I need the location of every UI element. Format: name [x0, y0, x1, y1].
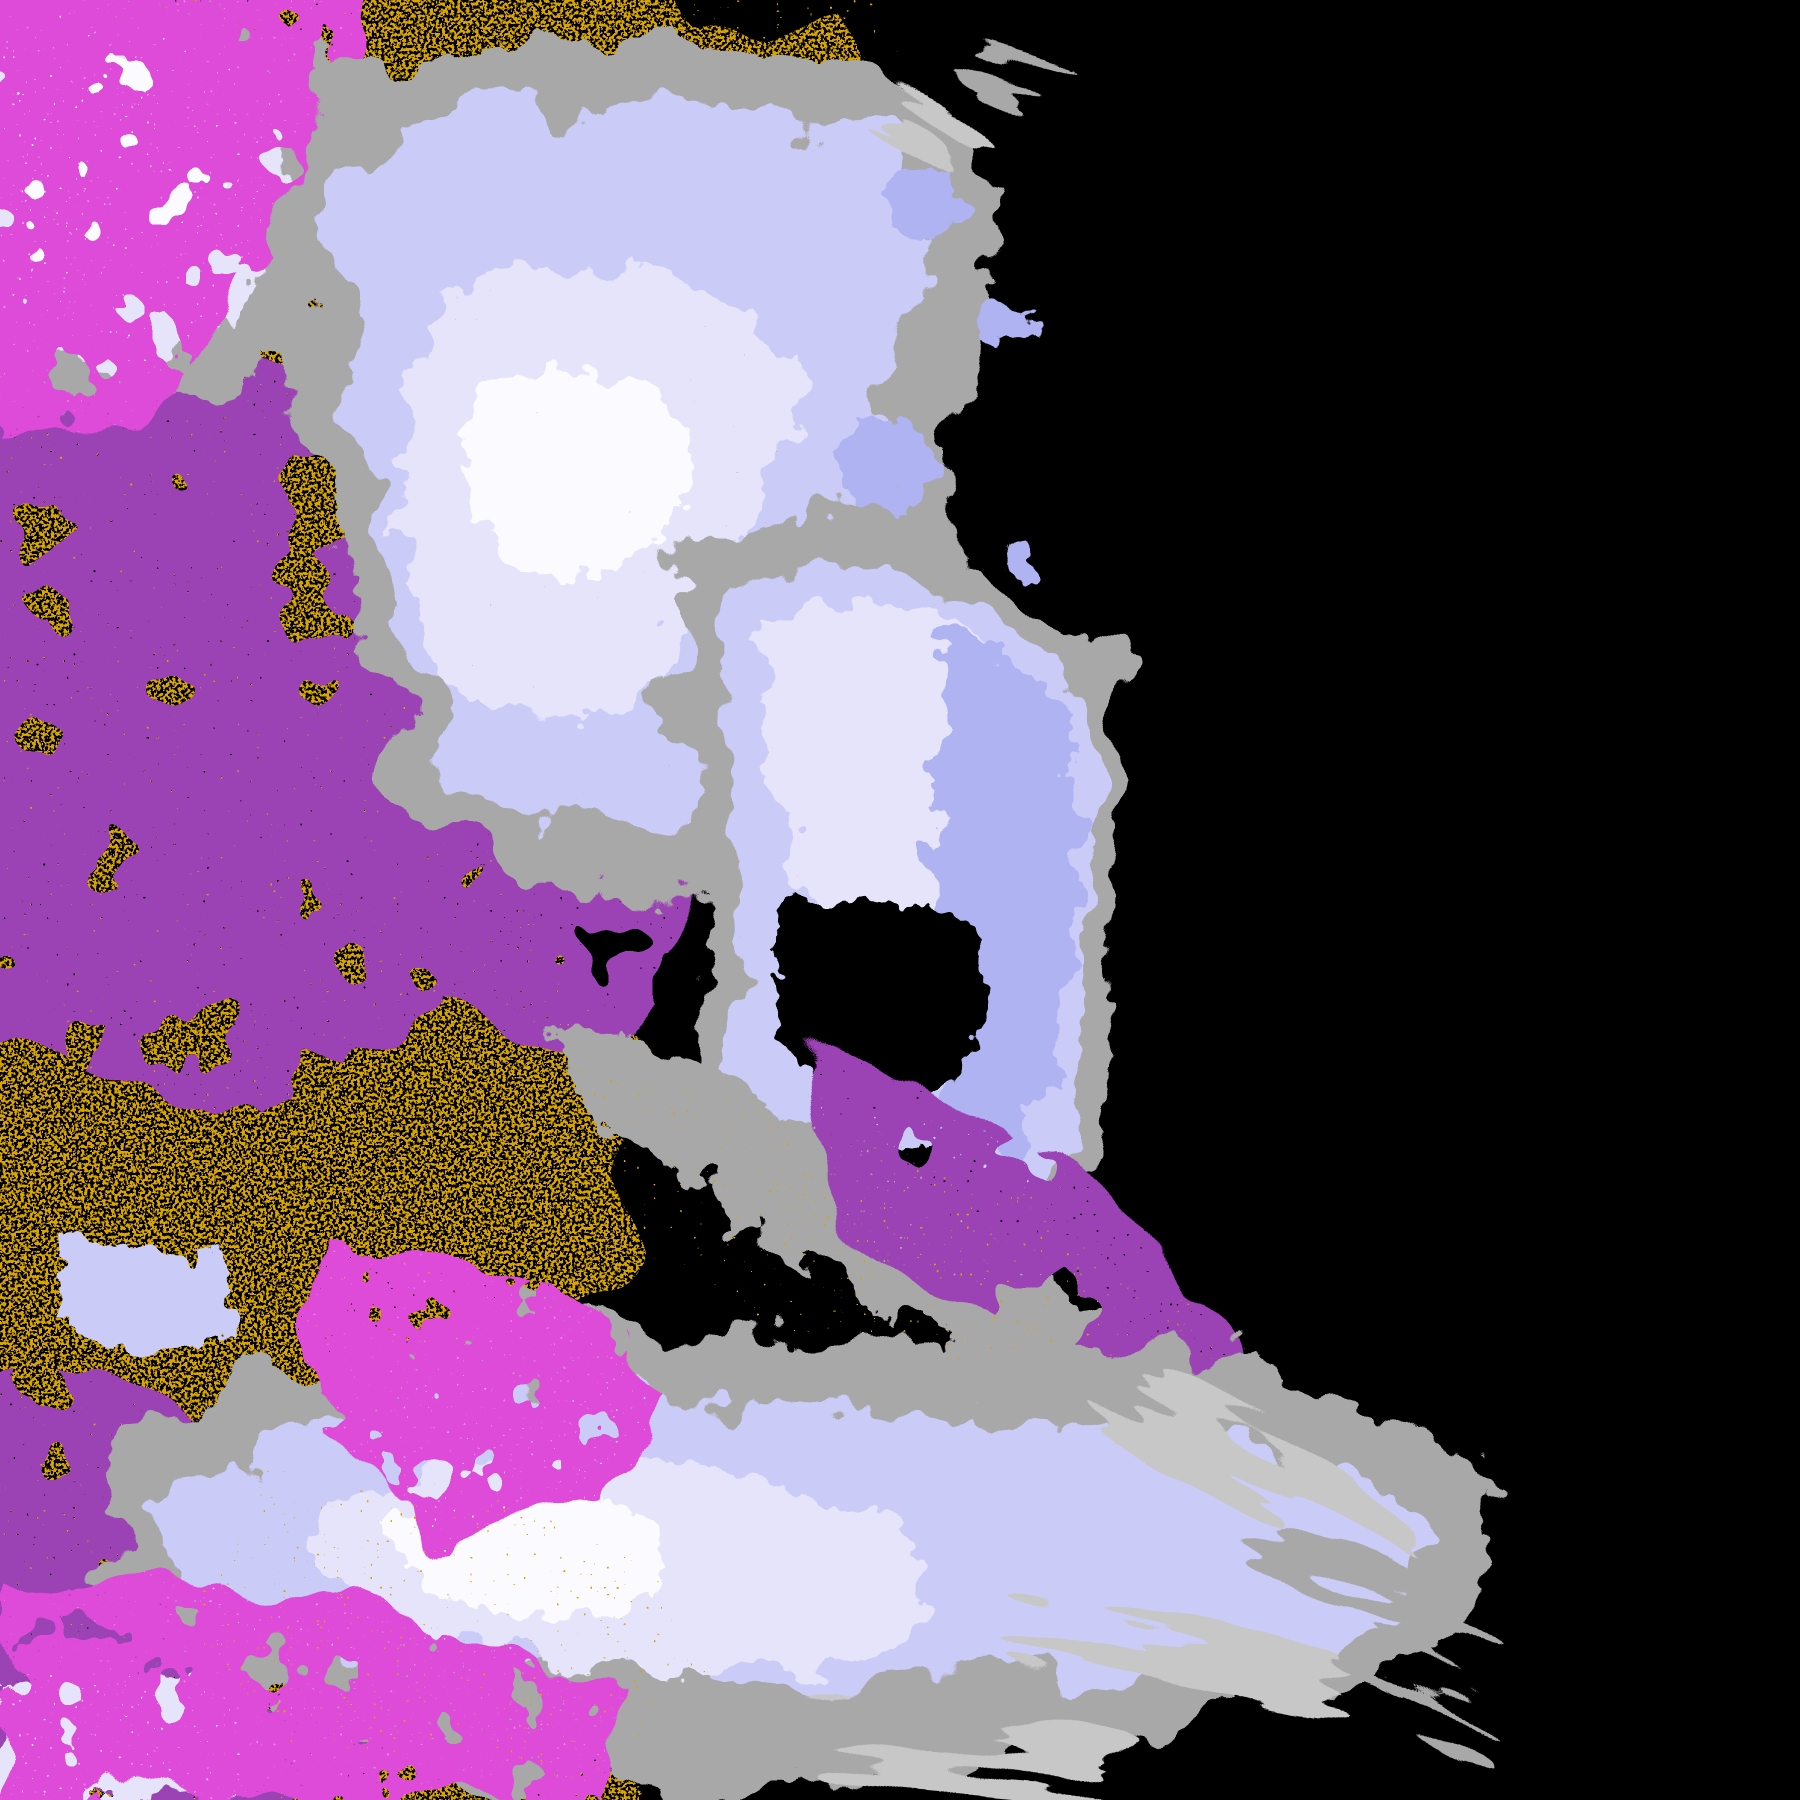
cloud-wisp-top-right-2 — [963, 54, 1041, 86]
gold-speckle-bottom — [200, 1460, 700, 1780]
cloudlet-lavender-mid-left — [58, 1240, 242, 1362]
cloud-wisp-bottom-right-4 — [1337, 1657, 1503, 1743]
cloud-wisp-bottom-right-2 — [1237, 1539, 1483, 1641]
cloud-wisp-bottom-right-5 — [810, 1730, 1150, 1790]
cloud-wisp-top-right-1 — [895, 98, 995, 158]
magenta-speckle-center-bottom — [300, 1240, 660, 1540]
cloud-wisp-bottom-right-3 — [994, 1610, 1366, 1710]
magenta-speckle-top-left — [0, 0, 385, 446]
cloudlet-periwinkle-1 — [887, 167, 963, 243]
night-side-black-region — [890, 0, 1800, 1800]
cloudlet-periwinkle-3 — [986, 300, 1030, 344]
gold-speckle-over-clouds — [430, 270, 952, 1002]
cloud-wisp-bottom-right-1 — [1118, 1390, 1402, 1550]
